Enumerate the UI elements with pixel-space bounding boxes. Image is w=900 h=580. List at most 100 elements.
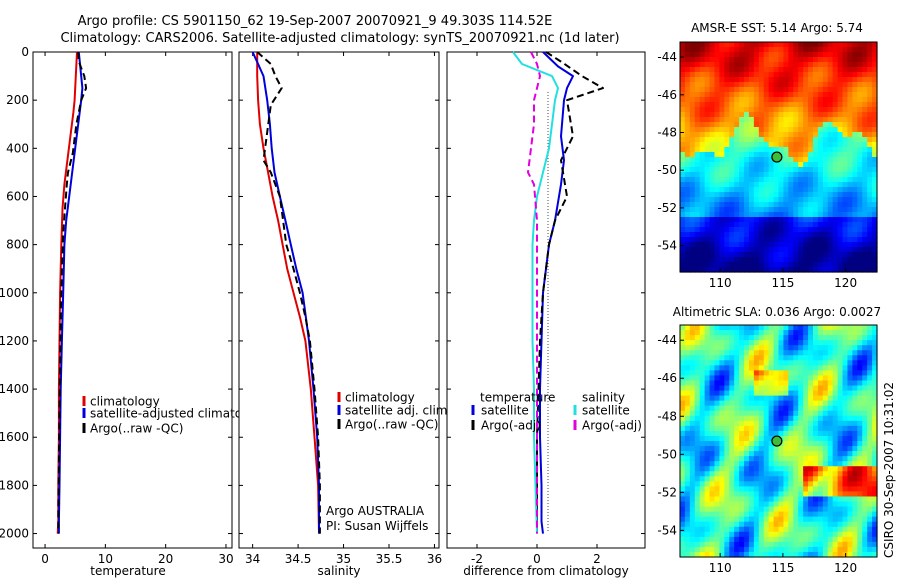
heatmap-cell	[763, 476, 770, 482]
heatmap-cell	[852, 451, 858, 457]
heatmap-cell	[729, 501, 735, 508]
heatmap-cell	[739, 102, 745, 108]
heatmap-cell	[758, 242, 765, 248]
heatmap-cell	[842, 102, 849, 108]
lon-tick-label: 120	[834, 561, 857, 575]
heatmap-cell	[680, 551, 686, 558]
heatmap-cell	[763, 546, 770, 553]
heatmap-cell	[724, 461, 730, 467]
heatmap-cell	[753, 521, 760, 528]
heatmap-cell	[744, 232, 750, 238]
heatmap-cell	[719, 152, 725, 158]
heatmap-cell	[808, 531, 814, 538]
heatmap-cell	[862, 212, 868, 218]
heatmap-cell	[699, 157, 706, 163]
heatmap-cell	[739, 481, 745, 487]
heatmap-cell	[862, 197, 868, 203]
heatmap-cell	[867, 546, 873, 553]
heatmap-cell	[827, 425, 834, 432]
heatmap-cell	[748, 526, 755, 533]
heatmap-cell	[748, 147, 755, 153]
heatmap-cell	[778, 430, 785, 437]
heatmap-cell	[709, 197, 716, 203]
heatmap-cell	[714, 476, 720, 482]
heatmap-cell	[793, 162, 799, 168]
heatmap-cell	[798, 57, 804, 63]
heatmap-cell	[822, 67, 829, 73]
heatmap-cell	[778, 415, 785, 422]
heatmap-cell	[778, 486, 785, 493]
heatmap-cell	[837, 47, 844, 53]
heatmap-cell	[709, 355, 716, 361]
heatmap-cell	[778, 72, 785, 78]
heatmap-cell	[719, 242, 725, 248]
heatmap-cell	[689, 476, 696, 482]
heatmap-cell	[768, 461, 775, 467]
heatmap-cell	[783, 192, 789, 198]
heatmap-cell	[704, 491, 711, 498]
heatmap-cell	[744, 370, 750, 377]
heatmap-cell	[753, 62, 760, 68]
heatmap-cell	[793, 355, 799, 361]
heatmap-cell	[729, 355, 735, 361]
heatmap-cell	[783, 197, 789, 203]
heatmap-cell	[694, 62, 701, 68]
heatmap-cell	[768, 142, 775, 148]
heatmap-cell	[709, 127, 716, 133]
heatmap-cell	[714, 127, 720, 133]
heatmap-cell	[763, 496, 770, 503]
heatmap-cell	[862, 132, 868, 138]
heatmap-cell	[793, 370, 799, 377]
heatmap-cell	[753, 182, 760, 188]
heatmap-cell	[852, 202, 858, 208]
heatmap-cell	[729, 340, 735, 346]
heatmap-cell	[748, 57, 755, 63]
heatmap-cell	[748, 476, 755, 482]
heatmap-cell	[689, 247, 696, 253]
heatmap-cell	[763, 217, 770, 223]
heatmap-cell	[852, 325, 858, 331]
heatmap-cell	[827, 237, 834, 243]
heatmap-cell	[827, 182, 834, 188]
heatmap-cell	[803, 360, 809, 366]
heatmap-cell	[773, 511, 780, 518]
heatmap-cell	[788, 415, 794, 422]
heatmap-cell	[729, 526, 735, 533]
heatmap-cell	[832, 67, 839, 73]
heatmap-cell	[748, 152, 755, 158]
heatmap-cell	[808, 380, 814, 387]
heatmap-cell	[867, 491, 873, 498]
heatmap-cell	[699, 237, 706, 243]
heatmap-cell	[684, 252, 691, 258]
heatmap-cell	[857, 390, 863, 397]
heatmap-cell	[768, 491, 775, 498]
heatmap-cell	[714, 360, 720, 366]
heatmap-cell	[739, 167, 745, 173]
heatmap-cell	[714, 197, 720, 203]
heatmap-cell	[837, 350, 844, 356]
heatmap-cell	[689, 207, 696, 213]
heatmap-cell	[857, 521, 863, 528]
heatmap-cell	[714, 350, 720, 356]
heatmap-cell	[744, 222, 750, 228]
heatmap-cell	[852, 531, 858, 538]
heatmap-cell	[783, 375, 789, 382]
heatmap-cell	[808, 217, 814, 223]
heatmap-cell	[803, 516, 809, 523]
heatmap-cell	[822, 247, 829, 253]
heatmap-cell	[778, 521, 785, 528]
heatmap-cell	[773, 496, 780, 503]
heatmap-cell	[822, 167, 829, 173]
heatmap-cell	[842, 471, 849, 477]
heatmap-cell	[778, 262, 785, 268]
heatmap-cell	[734, 172, 740, 178]
heatmap-cell	[748, 410, 755, 417]
heatmap-cell	[714, 340, 720, 346]
heatmap-cell	[744, 227, 750, 233]
heatmap-cell	[714, 390, 720, 397]
heatmap-cell	[753, 132, 760, 138]
heatmap-cell	[684, 267, 691, 273]
heatmap-cell	[862, 117, 868, 123]
heatmap-cell	[783, 207, 789, 213]
heatmap-cell	[734, 446, 740, 452]
